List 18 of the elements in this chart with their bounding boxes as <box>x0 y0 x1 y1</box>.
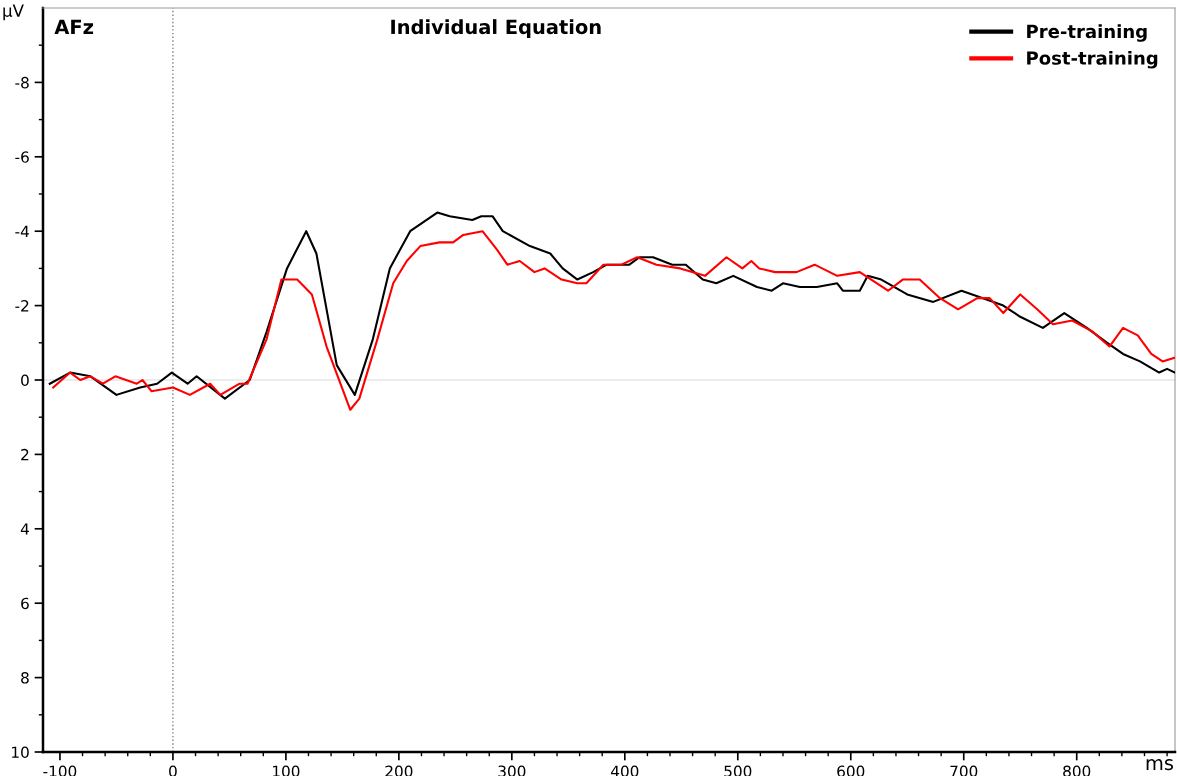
y-tick-label: 8 <box>21 672 29 684</box>
line-series <box>52 230 1175 411</box>
legend-label: Pre-training <box>1027 24 1147 42</box>
line-series <box>48 211 1175 400</box>
x-axis-title: ms <box>1146 759 1174 771</box>
y-tick-label: -8 <box>15 76 29 89</box>
y-tick-label: -2 <box>15 300 29 312</box>
y-tick-label: 6 <box>21 597 29 610</box>
y-tick-label: -6 <box>15 151 29 163</box>
y-axis-title: μV <box>3 4 24 21</box>
text: Individual Equation <box>391 19 601 38</box>
annotation: AFz <box>54 19 94 34</box>
y-tick-label: -4 <box>15 225 29 237</box>
y-tick-label: 10 <box>12 746 29 759</box>
y-tick-label: 2 <box>21 448 29 461</box>
y-tick-label: 0 <box>21 374 29 387</box>
y-tick-label: 4 <box>20 523 29 535</box>
legend-label: Post-training <box>1027 50 1158 69</box>
